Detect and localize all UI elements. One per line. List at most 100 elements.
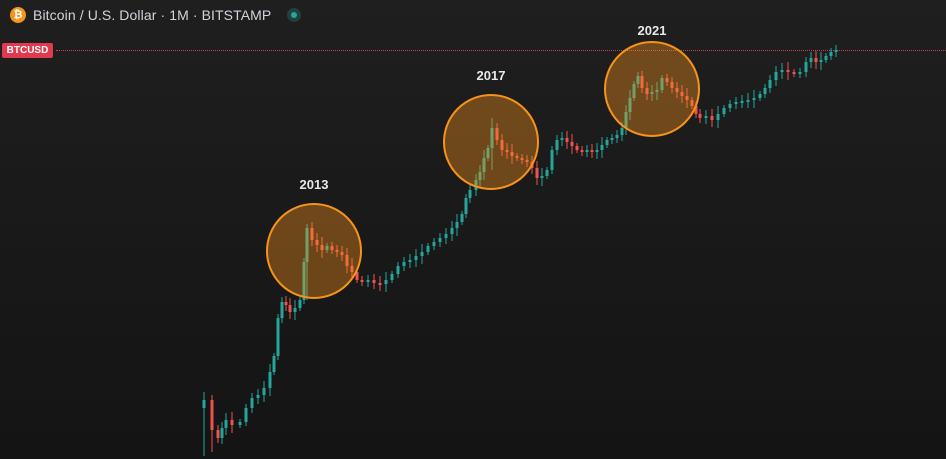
candle bbox=[360, 276, 364, 286]
candle-body bbox=[665, 78, 669, 82]
candle-body bbox=[450, 228, 454, 234]
candle bbox=[786, 62, 790, 80]
candle bbox=[372, 274, 376, 289]
candle-body bbox=[570, 142, 574, 146]
candle-body bbox=[293, 308, 297, 312]
candle bbox=[335, 245, 339, 257]
candle bbox=[540, 168, 544, 186]
market-status-icon[interactable] bbox=[287, 8, 302, 22]
candle bbox=[450, 221, 454, 241]
candle-body bbox=[250, 398, 254, 408]
candle-body bbox=[628, 98, 632, 112]
candle bbox=[575, 143, 579, 153]
candle-body bbox=[746, 100, 750, 102]
candle-body bbox=[360, 280, 364, 282]
candle-body bbox=[262, 388, 266, 395]
candle-body bbox=[829, 52, 833, 56]
candle bbox=[224, 413, 228, 435]
candle-body bbox=[734, 102, 738, 104]
candle-body bbox=[366, 280, 370, 282]
candle-body bbox=[728, 104, 732, 108]
candle-body bbox=[220, 428, 224, 438]
candle bbox=[384, 272, 388, 292]
symbol-title[interactable]: Bitcoin / U.S. Dollar · 1M · BITSTAMP bbox=[33, 7, 272, 23]
candle-body bbox=[500, 140, 504, 150]
candle bbox=[660, 75, 664, 93]
candle bbox=[763, 84, 767, 98]
cycle-highlight-circle[interactable] bbox=[604, 41, 700, 137]
candle-body bbox=[819, 60, 823, 62]
candle-body bbox=[495, 128, 499, 140]
candle-body bbox=[694, 106, 698, 114]
candle bbox=[438, 233, 442, 247]
candle-body bbox=[804, 62, 808, 72]
candle-body bbox=[752, 98, 756, 100]
candle bbox=[284, 296, 288, 311]
candle bbox=[798, 68, 802, 78]
candle-body bbox=[704, 116, 708, 118]
candle-body bbox=[560, 138, 564, 140]
cycle-year-label: 2013 bbox=[300, 177, 329, 192]
candle-body bbox=[640, 76, 644, 88]
candle bbox=[535, 161, 539, 185]
candle-body bbox=[786, 70, 790, 72]
candle bbox=[495, 123, 499, 145]
candle-body bbox=[655, 90, 659, 92]
candle-body bbox=[763, 88, 767, 94]
candle bbox=[402, 257, 406, 271]
candle-body bbox=[438, 238, 442, 242]
cycle-highlights: 2013 2017 2021 bbox=[266, 23, 700, 299]
candles-layer bbox=[202, 45, 838, 456]
candle-body bbox=[610, 138, 614, 140]
candle-body bbox=[632, 84, 636, 98]
candle-body bbox=[615, 135, 619, 138]
candle-body bbox=[585, 150, 589, 152]
cycle-highlight-circle[interactable] bbox=[443, 94, 539, 190]
candle bbox=[256, 389, 260, 404]
candle-body bbox=[716, 114, 720, 120]
candle-body bbox=[420, 252, 424, 256]
candle-body bbox=[272, 356, 276, 372]
candle-body bbox=[305, 228, 309, 262]
candle-body bbox=[238, 422, 242, 425]
candle bbox=[350, 258, 354, 280]
candle bbox=[525, 155, 529, 167]
candle-body bbox=[210, 400, 214, 430]
candle bbox=[550, 146, 554, 174]
candle bbox=[704, 110, 708, 124]
candle bbox=[238, 419, 242, 428]
candle bbox=[710, 109, 714, 127]
candle-body bbox=[600, 145, 604, 150]
candle bbox=[482, 150, 486, 180]
candle bbox=[378, 276, 382, 291]
candle-body bbox=[288, 305, 292, 312]
candle-body bbox=[624, 112, 628, 128]
candle-body bbox=[432, 242, 436, 246]
candle-body bbox=[774, 72, 778, 80]
candle-body bbox=[575, 146, 579, 150]
candle-body bbox=[216, 430, 220, 438]
candle-body bbox=[645, 88, 649, 94]
candle bbox=[230, 412, 234, 433]
candle bbox=[610, 134, 614, 144]
candle bbox=[500, 134, 504, 156]
candle bbox=[276, 314, 280, 360]
candle bbox=[752, 90, 756, 108]
candle bbox=[366, 275, 370, 287]
candle bbox=[819, 52, 823, 70]
cycle-highlight-circle[interactable] bbox=[266, 203, 362, 299]
candle bbox=[455, 214, 459, 236]
candle-body bbox=[520, 158, 524, 160]
candle-body bbox=[325, 246, 329, 250]
candle bbox=[698, 109, 702, 123]
candle-body bbox=[535, 168, 539, 178]
candle-body bbox=[798, 72, 802, 74]
candle-body bbox=[722, 108, 726, 114]
candle-body bbox=[490, 128, 494, 148]
candle bbox=[262, 381, 266, 402]
candle bbox=[605, 137, 609, 148]
candle-body bbox=[565, 138, 569, 142]
candle bbox=[468, 185, 472, 203]
candle bbox=[624, 105, 628, 135]
